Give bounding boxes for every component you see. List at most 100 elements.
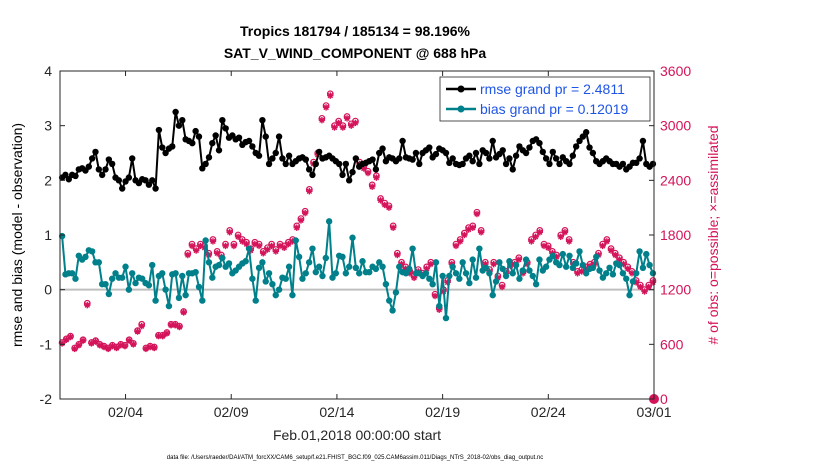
asterisk-stroke [197, 243, 204, 249]
rmse-point [636, 155, 643, 162]
bias-point [382, 281, 390, 288]
y-left-tick-label: 3 [44, 118, 52, 134]
obs-assimilated-point [285, 240, 292, 248]
rmse-point [199, 165, 206, 172]
bias-point [272, 291, 279, 299]
bias-point [446, 272, 453, 280]
asterisk-stroke [599, 243, 606, 249]
rmse-point [399, 137, 406, 145]
obs-assimilated-point [301, 209, 309, 217]
obs-assimilated-point [260, 250, 267, 257]
obs-assimilated-point [234, 233, 242, 241]
bias-point [355, 270, 363, 277]
rmse-point [159, 144, 166, 151]
series-bias [58, 218, 657, 322]
obs-assimilated-point [138, 322, 145, 330]
asterisk-stroke [189, 243, 195, 249]
asterisk-stroke [306, 188, 313, 195]
asterisk-stroke [239, 238, 246, 245]
obs-assimilated-point [130, 341, 137, 348]
bias-point [619, 270, 627, 277]
bias-point [509, 270, 516, 277]
asterisk-stroke [340, 124, 346, 131]
bias-point [345, 263, 353, 270]
rmse-point [639, 137, 647, 145]
asterisk-stroke [281, 245, 287, 251]
bias-point [392, 289, 400, 296]
rmse-point [215, 147, 223, 154]
asterisk-stroke [474, 211, 480, 217]
asterisk-stroke [528, 238, 535, 245]
y-left-tick-label: -2 [40, 391, 53, 407]
obs-assimilated-point [71, 345, 78, 353]
obs-assimilated-point [490, 260, 497, 268]
obs-assimilated-point [255, 242, 263, 250]
asterisk-stroke [151, 345, 158, 351]
bias-point [549, 252, 557, 259]
rmse-point [586, 144, 593, 151]
bias-point [295, 253, 303, 261]
bias-point [506, 258, 513, 265]
asterisk-stroke [608, 247, 614, 254]
rmse-point [466, 152, 473, 159]
asterisk-stroke [335, 120, 342, 126]
x-tick-label: 02/04 [108, 404, 143, 420]
data-file-footnote: data file: /Users/raeder/DAI/ATM_forcXX/… [167, 455, 543, 461]
y-left-tick-label: 0 [44, 282, 52, 298]
asterisk-stroke [277, 243, 283, 249]
obs-assimilated-point [335, 119, 342, 127]
obs-assimilated-point [498, 283, 506, 291]
bias-point [566, 252, 573, 259]
bias-point [165, 302, 173, 310]
rmse-point [92, 148, 99, 156]
obs-assimilated-point [209, 238, 217, 245]
bias-point [215, 261, 223, 269]
obs-assimilated-point [461, 231, 468, 239]
asterisk-stroke [478, 229, 484, 236]
asterisk-stroke [180, 309, 187, 316]
bias-point [325, 218, 333, 225]
obs-assimilated-point [222, 242, 229, 250]
bias-point [426, 275, 433, 282]
bias-point [459, 259, 466, 266]
asterisk-stroke [625, 265, 631, 272]
asterisk-stroke [327, 92, 334, 99]
bias-point [302, 270, 309, 277]
asterisk-stroke [453, 243, 459, 249]
bias-point [633, 270, 640, 277]
legend-marker-bias [457, 105, 465, 113]
asterisk-stroke [168, 322, 174, 328]
rmse-line [61, 111, 654, 190]
rmse-point [108, 160, 116, 168]
asterisk-stroke [243, 241, 250, 247]
rmse-point [129, 155, 136, 162]
rmse-point [482, 149, 490, 157]
obs-assimilated-point [339, 124, 347, 131]
rmse-point [459, 160, 466, 168]
bias-point [442, 314, 450, 322]
rmse-point [249, 143, 256, 150]
obs-assimilated-point [331, 124, 338, 131]
y-axis-left-label: rmse and bias (model - observation) [9, 123, 25, 347]
asterisk-stroke [578, 268, 585, 275]
bias-point [315, 263, 323, 270]
rmse-point [576, 137, 583, 145]
asterisk-stroke [193, 247, 199, 254]
bias-point [132, 279, 139, 287]
asterisk-stroke [298, 217, 304, 224]
rmse-point [205, 154, 213, 161]
rmse-point [536, 139, 543, 147]
asterisk-stroke [432, 293, 438, 299]
rmse-point [212, 132, 219, 139]
bias-point [542, 263, 550, 270]
legend-marker-rmse [457, 85, 465, 93]
rmse-point [115, 177, 123, 184]
asterisk-stroke [302, 210, 308, 216]
rmse-point [542, 155, 550, 162]
obs-assimilated-point [385, 204, 393, 211]
asterisk-stroke [273, 248, 279, 255]
bias-point [108, 275, 116, 282]
y-axis-right-label: # of obs: o=possible; ×=assimilated [705, 125, 721, 344]
rmse-point [282, 160, 289, 168]
bias-point [406, 265, 413, 273]
